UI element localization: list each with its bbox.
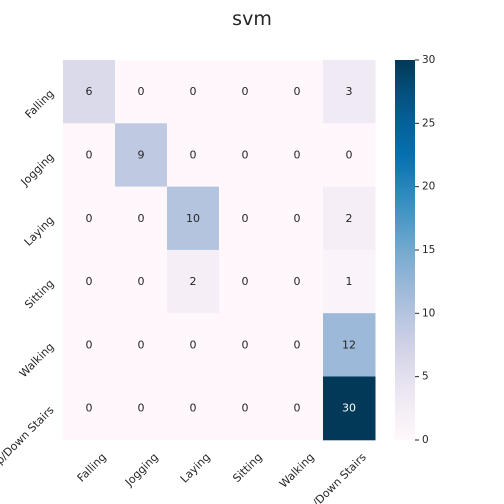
- heatmap-cell: [271, 313, 324, 377]
- cell-value-label: 2: [346, 212, 353, 225]
- heatmap-cell: [219, 313, 272, 377]
- cell-value-label: 0: [190, 338, 197, 351]
- cell-value-label: 0: [294, 85, 301, 98]
- heatmap-cell: [323, 60, 376, 124]
- heatmap-cell: [323, 313, 376, 377]
- x-tick-label: Sitting: [230, 451, 264, 485]
- cell-value-label: 9: [138, 148, 145, 161]
- cell-value-label: 0: [294, 148, 301, 161]
- cell-value-label: 0: [138, 338, 145, 351]
- y-tick-label: Jogging: [18, 150, 57, 189]
- y-tick-label: Walking: [17, 340, 57, 380]
- cell-value-label: 0: [86, 402, 93, 415]
- cell-value-label: 0: [138, 85, 145, 98]
- heatmap-cell: [63, 313, 116, 377]
- colorbar-tick-label: 20: [422, 181, 435, 193]
- heatmap-cell: [167, 376, 220, 441]
- cell-value-label: 3: [346, 85, 353, 98]
- cell-value-label: 0: [294, 402, 301, 415]
- colorbar-tick-label: 10: [422, 307, 435, 319]
- heatmap-cell: [271, 60, 324, 124]
- y-tick-label: Sitting: [22, 277, 56, 311]
- colorbar-tick-label: 15: [422, 244, 435, 256]
- cell-value-label: 0: [242, 212, 249, 225]
- colorbar: 0 5 10 15 20 25 30: [395, 54, 435, 446]
- heatmap-cell: [115, 60, 168, 124]
- heatmap-cell: [219, 376, 272, 441]
- cell-value-label: 0: [294, 338, 301, 351]
- cell-value-label: 0: [242, 85, 249, 98]
- colorbar-tick-label: 30: [422, 54, 435, 66]
- cell-value-label: 0: [190, 148, 197, 161]
- heatmap-cell: [323, 376, 376, 441]
- cell-value-label: 0: [86, 275, 93, 288]
- x-tick-label: Laying: [178, 451, 213, 486]
- colorbar-gradient: [395, 60, 415, 440]
- heatmap-cell: [219, 123, 272, 188]
- heatmap-cell: [167, 123, 220, 188]
- colorbar-tick-label: 25: [422, 117, 435, 129]
- heatmap-cell: [323, 123, 376, 188]
- heatmap-cell: [115, 376, 168, 441]
- cell-value-label: 0: [86, 212, 93, 225]
- y-tick-label: Falling: [23, 87, 57, 121]
- cell-value-label: 12: [342, 338, 356, 351]
- heatmap-cells: [63, 60, 376, 441]
- x-tick-label: Walking: [277, 451, 317, 491]
- heatmap-cell: [271, 123, 324, 188]
- colorbar-tick-label: 5: [422, 371, 429, 383]
- heatmap-cell: [219, 249, 272, 314]
- heatmap-cell: [115, 249, 168, 314]
- heatmap-cell: [323, 249, 376, 314]
- heatmap-cell: [115, 123, 168, 188]
- heatmap-cell: [63, 376, 116, 441]
- heatmap-cell: [63, 60, 116, 124]
- chart-title: svm: [232, 8, 272, 30]
- heatmap-cell: [219, 60, 272, 124]
- x-axis-tick-labels: Falling Jogging Laying Sitting WalkingUp/Dow…: [75, 450, 369, 504]
- y-axis-tick-labels: Falling Jogging Laying Sitting Walking Up/Dow…: [0, 87, 57, 473]
- heatmap-cell: [167, 313, 220, 377]
- cell-value-label: 1: [346, 275, 353, 288]
- cell-value-label: 0: [294, 212, 301, 225]
- cell-value-label: 30: [342, 402, 356, 415]
- cell-value-label: 0: [242, 148, 249, 161]
- cell-value-label: 0: [86, 338, 93, 351]
- heatmap-cell: [115, 313, 168, 377]
- heatmap-cell: [323, 186, 376, 251]
- cell-value-label: 0: [242, 402, 249, 415]
- cell-value-label: 6: [86, 85, 93, 98]
- heatmap-cell: [63, 123, 116, 188]
- y-tick-label: Laying: [22, 214, 57, 249]
- x-tick-label: Jogging: [122, 451, 161, 490]
- cell-value-label: 2: [190, 275, 197, 288]
- heatmap-cell: [167, 249, 220, 314]
- cell-value-labels: 6 0 0 0 0 30 9 0 0 0 00 0 10 0 0 20 0 2 0 0 10 0 0 0 0 120 0 0 0 0 30: [86, 85, 357, 415]
- cell-value-label: 0: [138, 402, 145, 415]
- heatmap-cell: [167, 60, 220, 124]
- heatmap-cell: [167, 186, 220, 251]
- cell-value-label: 0: [242, 338, 249, 351]
- cell-value-label: 0: [190, 402, 197, 415]
- cell-value-label: 0: [190, 85, 197, 98]
- heatmap-cell: [115, 186, 168, 251]
- heatmap-cell: [271, 249, 324, 314]
- cell-value-label: 0: [242, 275, 249, 288]
- heatmap-cell: [63, 186, 116, 251]
- colorbar-tick-label: 0: [422, 434, 429, 446]
- heatmap-cell: [271, 376, 324, 441]
- heatmap-cell: [271, 186, 324, 251]
- y-tick-label: Up/Down Stairs: [0, 403, 57, 472]
- cell-value-label: 0: [138, 275, 145, 288]
- x-tick-label: Falling: [75, 451, 109, 485]
- heatmap-cell: [219, 186, 272, 251]
- cell-value-label: 0: [138, 212, 145, 225]
- heatmap-cell: [63, 249, 116, 314]
- cell-value-label: 0: [86, 148, 93, 161]
- cell-value-label: 10: [186, 212, 200, 225]
- cell-value-label: 0: [346, 148, 353, 161]
- cell-value-label: 0: [294, 275, 301, 288]
- colorbar-tick-labels: 0 5 10 15 20 25 30: [415, 54, 435, 446]
